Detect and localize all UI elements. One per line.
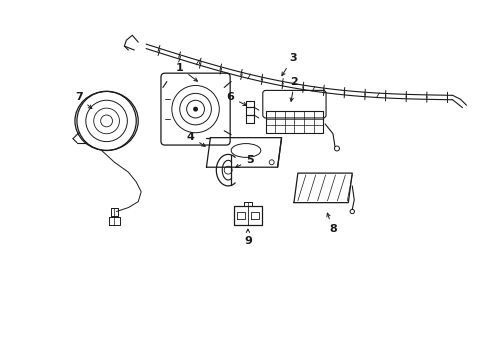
Text: 9: 9 bbox=[244, 229, 251, 246]
Text: 7: 7 bbox=[75, 92, 92, 108]
Text: 8: 8 bbox=[326, 213, 336, 234]
Text: 3: 3 bbox=[281, 53, 296, 76]
Text: 6: 6 bbox=[226, 92, 246, 105]
Text: 4: 4 bbox=[186, 132, 205, 147]
Text: 2: 2 bbox=[289, 77, 298, 102]
Text: 1: 1 bbox=[176, 63, 197, 81]
Text: 5: 5 bbox=[235, 155, 253, 167]
Circle shape bbox=[193, 107, 198, 112]
